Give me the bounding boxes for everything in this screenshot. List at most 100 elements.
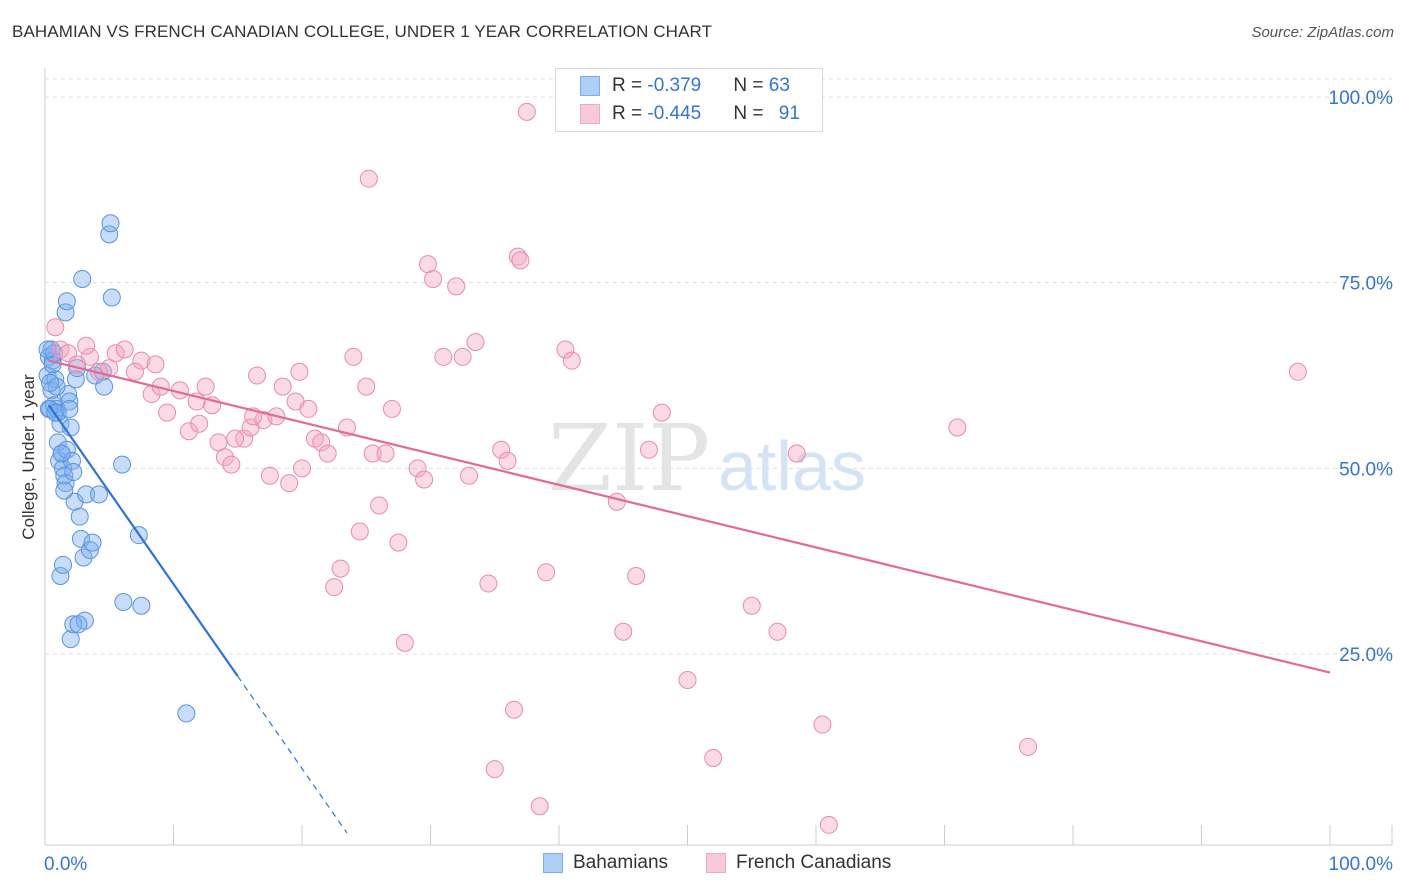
stats-legend: R = -0.379 N = 63 R = -0.445 N = 91	[555, 68, 823, 132]
data-point-french-canadians	[344, 347, 363, 366]
data-point-french-canadians	[415, 470, 434, 489]
data-point-bahamians	[89, 485, 108, 504]
data-point-french-canadians	[460, 466, 479, 485]
legend-swatch-bahamians	[580, 76, 600, 96]
data-point-bahamians	[113, 455, 132, 474]
data-point-bahamians	[132, 596, 151, 615]
data-point-french-canadians	[627, 567, 646, 586]
data-point-bahamians	[69, 615, 88, 634]
data-point-french-canadians	[704, 748, 723, 767]
watermark-zip: ZIP	[548, 405, 710, 512]
data-point-french-canadians	[350, 522, 369, 541]
data-point-french-canadians	[819, 815, 838, 834]
series-legend-bahamians[interactable]: Bahamians	[543, 852, 668, 874]
legend-r-label: R =	[612, 75, 648, 96]
data-point-bahamians	[114, 593, 133, 612]
data-point-french-canadians	[562, 351, 581, 370]
legend-r-value: -0.379	[647, 75, 702, 96]
data-point-french-canadians	[607, 492, 626, 511]
data-point-french-canadians	[226, 429, 245, 448]
data-point-bahamians	[53, 555, 72, 574]
data-point-french-canadians	[652, 403, 671, 422]
legend-n-label: N =	[733, 75, 769, 96]
data-point-french-canadians	[466, 333, 485, 352]
trend-line-french-canadians	[48, 359, 1331, 674]
data-point-french-canadians	[678, 670, 697, 689]
data-point-french-canadians	[382, 399, 401, 418]
data-point-french-canadians	[293, 459, 311, 478]
legend-row-bahamians: R = -0.379 N = 63	[580, 73, 790, 99]
legend-n-value: 63	[768, 75, 790, 96]
data-point-french-canadians	[80, 347, 99, 366]
data-point-french-canadians	[132, 351, 151, 370]
legend-n-label: N =	[733, 103, 769, 124]
data-point-french-canadians	[125, 362, 144, 381]
data-point-french-canadians	[273, 377, 292, 396]
data-point-bahamians	[102, 288, 121, 307]
data-point-french-canadians	[742, 596, 761, 615]
data-point-french-canadians	[359, 169, 378, 188]
data-point-french-canadians	[280, 474, 299, 493]
data-point-french-canadians	[179, 422, 198, 441]
data-point-bahamians	[64, 615, 83, 634]
data-point-bahamians	[38, 340, 57, 359]
trend-line-extension	[237, 675, 348, 834]
data-point-french-canadians	[331, 559, 350, 578]
data-point-french-canadians	[408, 459, 427, 478]
data-point-french-canadians	[196, 377, 215, 396]
data-point-french-canadians	[505, 700, 524, 719]
data-point-bahamians	[55, 466, 74, 485]
series-label-french-canadians: French Canadians	[736, 852, 892, 873]
data-point-french-canadians	[290, 362, 309, 381]
axes	[44, 68, 1393, 846]
x-tick-label: 0.0%	[44, 854, 87, 875]
data-point-french-canadians	[370, 496, 389, 515]
watermark-atlas: atlas	[718, 427, 866, 505]
series-swatch-french-canadians	[706, 853, 726, 873]
data-point-bahamians	[61, 630, 80, 649]
data-point-french-canadians	[260, 466, 279, 485]
legend-swatch-french-canadians	[580, 104, 600, 124]
x-tick-label: 100.0%	[1329, 854, 1394, 875]
data-point-french-canadians	[424, 269, 443, 288]
data-point-french-canadians	[492, 440, 511, 459]
legend-r-value: -0.445	[647, 103, 702, 124]
grid-lines	[45, 78, 1392, 655]
data-point-french-canadians	[639, 440, 658, 459]
data-point-bahamians	[101, 214, 120, 233]
data-point-french-canadians	[318, 444, 337, 463]
data-point-bahamians	[53, 459, 72, 478]
series-label-bahamians: Bahamians	[573, 852, 669, 873]
data-point-french-canadians	[209, 433, 228, 452]
data-point-french-canadians	[447, 277, 466, 296]
data-point-french-canadians	[787, 444, 806, 463]
data-point-bahamians	[77, 485, 96, 504]
legend-n-value: 91	[778, 103, 800, 124]
data-point-french-canadians	[434, 347, 453, 366]
data-point-french-canadians	[312, 433, 331, 452]
data-point-bahamians	[177, 704, 196, 723]
data-point-french-canadians	[363, 444, 382, 463]
series-legend-french-canadians[interactable]: French Canadians	[706, 852, 891, 874]
data-point-french-canadians	[299, 399, 318, 418]
data-point-french-canadians	[389, 533, 408, 552]
y-axis-title: College, Under 1 year	[19, 374, 38, 540]
data-point-french-canadians	[485, 760, 504, 779]
data-point-bahamians	[55, 481, 74, 500]
data-point-french-canadians	[115, 340, 134, 359]
data-point-french-canadians	[146, 355, 165, 374]
data-point-french-canadians	[479, 574, 498, 593]
data-point-french-canadians	[1288, 362, 1307, 381]
data-point-french-canadians	[614, 622, 633, 641]
source-label: Source: ZipAtlas.com	[1251, 24, 1394, 41]
data-point-bahamians	[60, 392, 79, 411]
series-legend: Bahamians French Canadians	[0, 852, 1406, 878]
data-point-bahamians	[41, 373, 60, 392]
y-tick-label: 75.0%	[1339, 274, 1393, 295]
data-point-french-canadians	[325, 578, 344, 597]
data-point-french-canadians	[511, 251, 530, 270]
data-point-french-canadians	[1019, 737, 1038, 756]
data-point-french-canadians	[190, 414, 209, 433]
series-swatch-bahamians	[543, 853, 563, 873]
data-point-french-canadians	[248, 366, 267, 385]
